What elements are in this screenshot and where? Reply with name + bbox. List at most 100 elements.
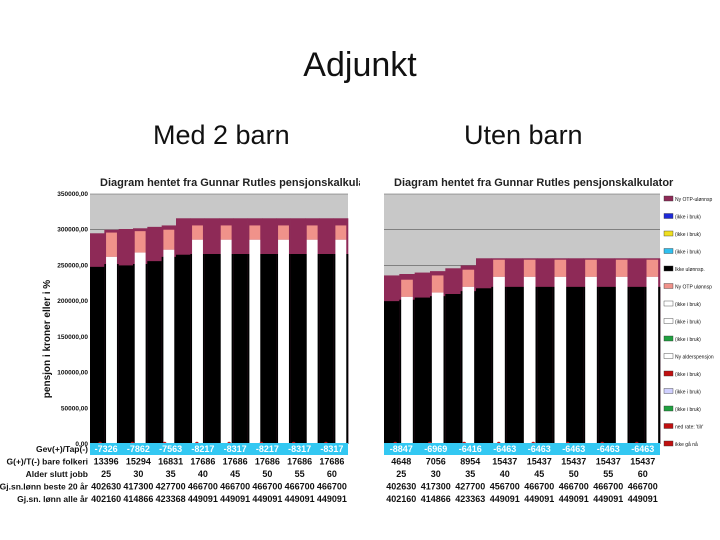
bar-black [262, 254, 277, 444]
bar-white [585, 276, 597, 444]
legend-label: ned rate: 'tilr' [675, 425, 703, 431]
legend-label: Ny alderspensjon [675, 355, 714, 361]
bar-salmon [462, 269, 475, 287]
legend-swatch [663, 318, 674, 324]
bar-salmon [163, 229, 175, 250]
table-cell: 414866 [123, 494, 153, 504]
table-cell: 449091 [593, 494, 623, 504]
legend-label: (ikke i bruk) [675, 250, 701, 256]
bar-salmon [646, 259, 659, 277]
legend-label: (ikke i bruk) [675, 407, 701, 413]
table-cell: 15437 [492, 457, 517, 467]
table-cell: 16831 [158, 457, 183, 467]
table-cell: 7056 [426, 457, 446, 467]
table-cell: 417300 [123, 482, 153, 492]
bar-salmon [523, 259, 536, 277]
legend-label: ikke gå nå [675, 441, 698, 448]
table-cell: 449091 [285, 494, 315, 504]
table-cell: 25 [101, 469, 111, 479]
y-tick-label: 200000,00 [57, 298, 88, 305]
table-cell: 414866 [421, 494, 451, 504]
table-cell: -8217 [191, 444, 214, 454]
table-cell: 466700 [317, 482, 347, 492]
bar-salmon [306, 225, 318, 240]
legend-swatch [663, 230, 674, 237]
bar-salmon [585, 259, 597, 277]
legend-swatch [663, 370, 674, 377]
table-cell: 449091 [252, 494, 282, 504]
table-cell: 35 [465, 469, 475, 479]
bar-white [192, 239, 203, 444]
table-cell: 60 [327, 469, 337, 479]
table-cell: 13396 [94, 457, 119, 467]
bar-salmon [134, 231, 146, 253]
table-cell: 45 [230, 469, 240, 479]
bar-salmon [278, 225, 289, 240]
table-cell: 50 [569, 469, 579, 479]
right-chart-label: Uten barn [464, 120, 583, 150]
bar-salmon [401, 279, 413, 297]
table-cell: 449091 [220, 494, 250, 504]
bar-white [493, 276, 505, 444]
bar-black [118, 265, 134, 444]
bar-salmon [493, 259, 505, 277]
table-cell: 449091 [559, 494, 589, 504]
table-cell: 449091 [490, 494, 520, 504]
table-row-highlight [90, 443, 348, 455]
legend-label: (ikke i bruk) [675, 232, 701, 238]
legend-swatch [663, 248, 674, 254]
legend-label: (ikke i bruk) [675, 390, 701, 396]
y-tick-label: 150000,00 [57, 334, 88, 341]
bar-black [176, 254, 191, 444]
table-row-label: Gj.sn. lønn alle år [17, 494, 89, 504]
table-cell: -8847 [390, 444, 413, 454]
table-cell: 17686 [223, 457, 248, 467]
bar-white [220, 239, 232, 444]
y-tick-label: 350000,00 [57, 191, 88, 198]
legend-label: Ny OTP ulønnsp [675, 285, 712, 291]
chart-svg-with-children: Diagram hentet fra Gunnar Rutles pensjon… [0, 177, 360, 504]
table-cell: 427700 [455, 482, 485, 492]
legend-swatch [663, 265, 674, 272]
bar-black [319, 254, 334, 444]
bar-black [568, 286, 584, 444]
table-cell: 8954 [460, 457, 480, 467]
legend-label: (ikke i bruk) [675, 302, 701, 308]
chart-without-children: Diagram hentet fra Gunnar Rutles pensjon… [360, 174, 720, 534]
y-tick-label: 0,00 [75, 441, 88, 448]
table-cell: 423363 [455, 494, 485, 504]
legend-swatch [663, 283, 674, 289]
table-cell: 15294 [126, 457, 151, 467]
bar-black [233, 254, 248, 444]
table-cell: 15437 [596, 457, 621, 467]
table-cell: 15437 [527, 457, 552, 467]
table-cell: -7563 [159, 444, 182, 454]
table-cell: 35 [166, 469, 176, 479]
table-cell: 25 [396, 469, 406, 479]
legend-swatch [663, 353, 674, 359]
table-cell: 466700 [628, 482, 658, 492]
bar-salmon [431, 275, 444, 293]
bar-black [414, 297, 431, 444]
y-tick-label: 50000,00 [61, 405, 88, 412]
table-cell: 402160 [91, 494, 121, 504]
bar-salmon [192, 225, 203, 240]
bar-black [290, 254, 306, 444]
table-cell: 17686 [255, 457, 280, 467]
legend-label: Ny OTP-ulønnsp [675, 197, 712, 203]
table-cell: -7862 [127, 444, 150, 454]
table-cell: -8317 [224, 444, 247, 454]
bar-black [629, 286, 645, 444]
table-cell: -6463 [631, 444, 654, 454]
bar-black [384, 301, 400, 444]
legend-swatch [663, 335, 674, 342]
bar-white [134, 252, 146, 444]
table-cell: -8317 [288, 444, 311, 454]
left-chart-label: Med 2 barn [153, 120, 290, 150]
table-cell: 55 [603, 469, 613, 479]
legend-swatch [663, 423, 674, 429]
chart-svg-without-children: Diagram hentet fra Gunnar Rutles pensjon… [384, 177, 714, 504]
bar-white [554, 276, 567, 444]
table-cell: -6463 [493, 444, 516, 454]
table-cell: -7326 [95, 444, 118, 454]
